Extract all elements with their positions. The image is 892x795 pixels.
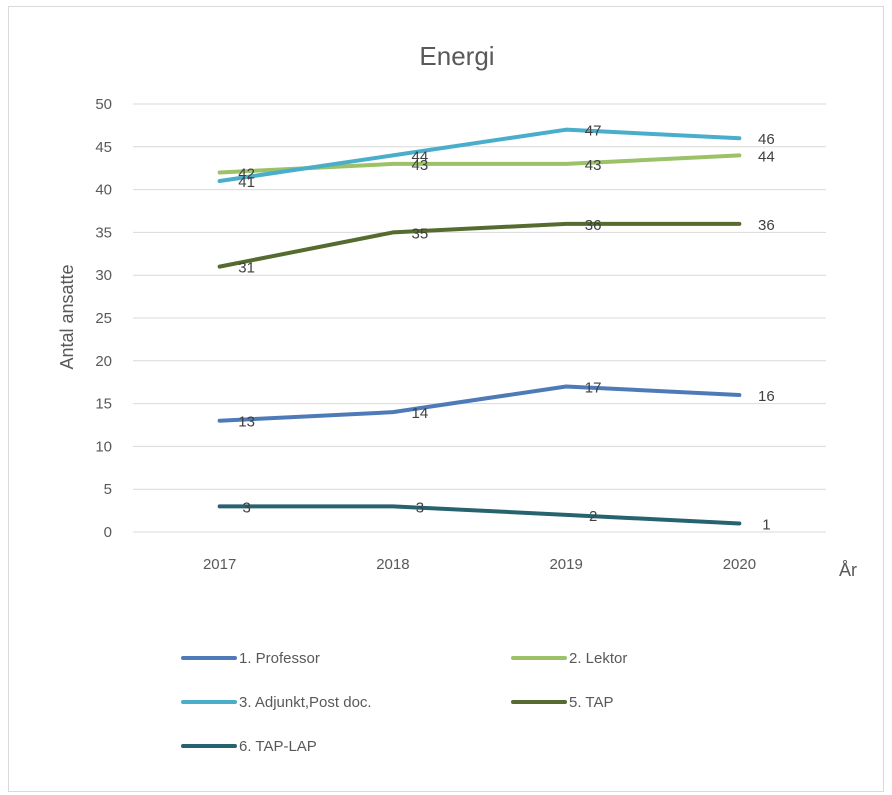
y-axis-title: Antal ansatte: [57, 264, 77, 369]
x-tick-label: 2017: [203, 556, 236, 573]
data-label: 36: [758, 217, 775, 234]
data-label: 43: [412, 157, 429, 174]
gridlines: [133, 103, 826, 533]
y-tick-label: 45: [95, 139, 112, 156]
legend-label: 6. TAP-LAP: [239, 738, 317, 755]
legend-label: 5. TAP: [569, 694, 613, 711]
series-lines: [217, 127, 742, 526]
x-axis-title: År: [839, 560, 857, 580]
legend: 1. Professor 2. Lektor 3. Adjunkt,Post doc…: [181, 650, 627, 755]
legend-label: 1. Professor: [239, 650, 320, 667]
y-tick-label: 25: [95, 310, 112, 327]
x-tick-label: 2018: [376, 556, 409, 573]
data-label: 36: [585, 217, 602, 234]
y-tick-label: 15: [95, 396, 112, 413]
series-line-4: [217, 221, 742, 269]
y-tick-label: 50: [95, 96, 112, 113]
data-label: 42: [238, 165, 255, 182]
data-label: 3: [416, 499, 424, 516]
y-tick-label: 40: [95, 182, 112, 199]
data-label: 3: [242, 499, 250, 516]
y-tick-label: 5: [104, 481, 112, 498]
chart-title: Energi: [419, 41, 494, 71]
series-line-1: [217, 384, 742, 423]
y-tick-label: 35: [95, 224, 112, 241]
x-tick-label: 2020: [723, 556, 756, 573]
x-tick-label: 2019: [549, 556, 582, 573]
y-tick-label: 0: [104, 524, 112, 541]
data-label: 31: [238, 260, 255, 277]
y-tick-label: 30: [95, 267, 112, 284]
data-label: 2: [589, 508, 597, 525]
data-label: 41: [238, 174, 255, 191]
data-label: 14: [412, 405, 429, 422]
series-line-5: [217, 504, 742, 526]
y-tick-label: 10: [95, 438, 112, 455]
data-label: 44: [412, 148, 429, 165]
series-line-3: [217, 127, 742, 184]
y-tick-labels: 0 5 10 15 20 25 30 35 40 45 50: [95, 96, 112, 541]
data-label: 44: [758, 148, 775, 165]
x-tick-labels: 2017 2018 2019 2020: [203, 556, 756, 573]
legend-label: 3. Adjunkt,Post doc.: [239, 694, 372, 711]
y-tick-label: 20: [95, 353, 112, 370]
legend-label: 2. Lektor: [569, 650, 627, 667]
data-label: 16: [758, 388, 775, 405]
data-label: 13: [238, 414, 255, 431]
data-label: 1: [762, 516, 770, 533]
data-label: 35: [412, 225, 429, 242]
data-label: 47: [585, 123, 602, 140]
data-label: 17: [585, 379, 602, 396]
data-label: 46: [758, 131, 775, 148]
data-label: 43: [585, 157, 602, 174]
